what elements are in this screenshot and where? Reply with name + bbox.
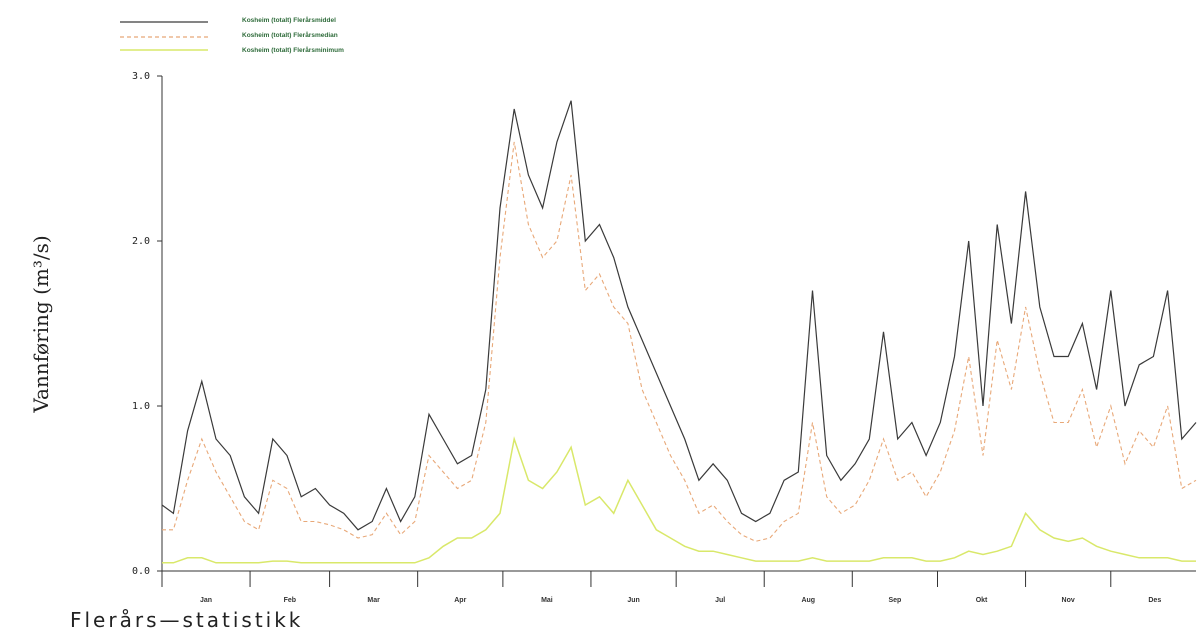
month-label: Sep	[888, 597, 901, 604]
x-ticks: Jan Feb Mar Apr Mai Jun Jul Aug Sep Okt Nov Des	[161, 571, 1161, 604]
y-axis-label: Vannføring (m³/s)	[29, 235, 53, 413]
series-line-minimum	[162, 436, 1196, 564]
legend-label-mean: Kosheim (totalt) Flerårsmiddel	[242, 16, 336, 24]
month-label: Feb	[284, 597, 296, 604]
month-label: Des	[1148, 597, 1161, 604]
legend: Kosheim (totalt) Flerårsmiddel Kosheim (…	[120, 16, 344, 54]
month-label: Jun	[627, 597, 639, 604]
chart-caption: Flerårs—statistikk	[70, 608, 303, 632]
series-line-median	[162, 141, 1197, 542]
month-label: Apr	[454, 597, 466, 604]
legend-label-minimum: Kosheim (totalt) Flerårsminimum	[242, 46, 344, 54]
month-label: Okt	[976, 597, 988, 604]
axes	[161, 76, 1196, 572]
y-tick-label: 2.0	[132, 236, 150, 247]
series-line-mean	[161, 100, 1197, 531]
y-tick-label: 3.0	[132, 71, 150, 82]
month-label: Mai	[541, 597, 553, 604]
month-label: Jul	[715, 597, 725, 604]
y-ticks: 0.0 1.0 2.0 3.0	[132, 71, 162, 577]
month-label: Mar	[367, 597, 380, 604]
legend-label-median: Kosheim (totalt) Flerårsmedian	[242, 31, 338, 39]
month-label: Jan	[200, 597, 212, 604]
y-tick-label: 0.0	[132, 566, 150, 577]
month-label: Nov	[1062, 597, 1075, 604]
month-label: Aug	[801, 597, 815, 604]
y-tick-label: 1.0	[132, 401, 150, 412]
